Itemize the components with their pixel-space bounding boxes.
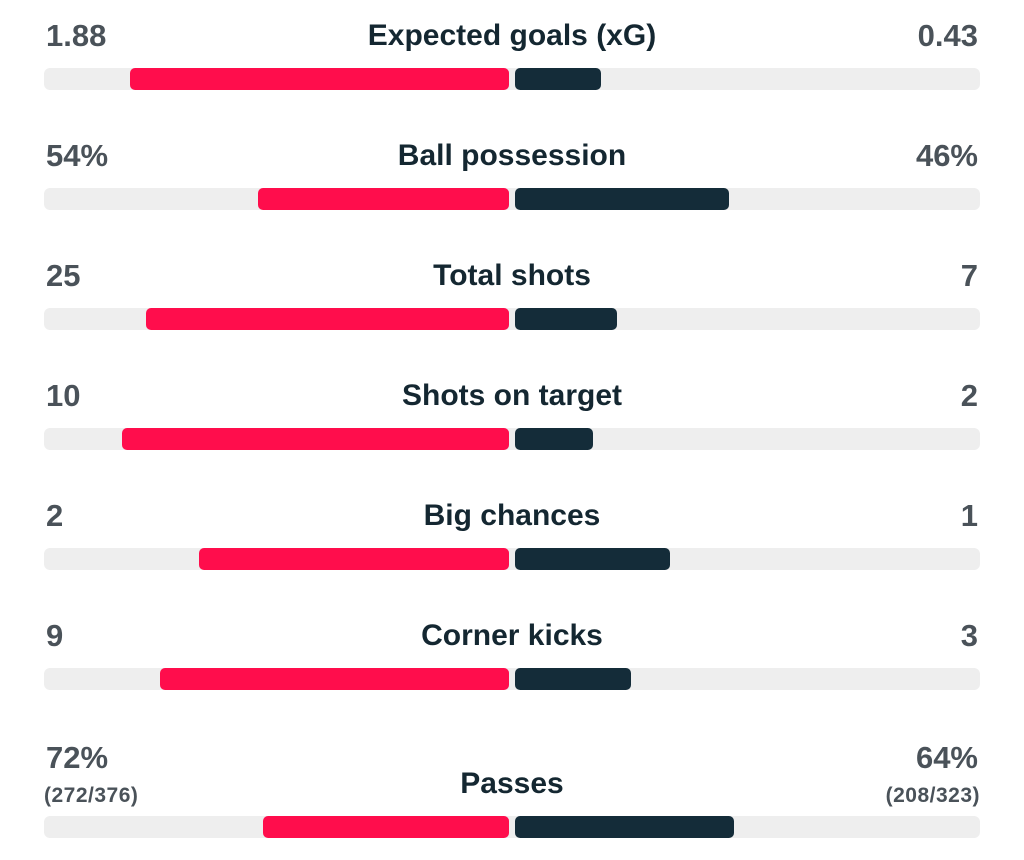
- home-bar: [130, 68, 509, 90]
- stat-bar-track: [44, 816, 980, 838]
- away-value: 64%: [915, 740, 978, 775]
- stat-label: Corner kicks: [421, 619, 603, 652]
- stat-bar-track: [44, 68, 980, 90]
- away-value: 0.43: [917, 18, 978, 53]
- home-bar: [160, 668, 509, 690]
- home-value: 72%: [46, 740, 109, 775]
- home-detail: (272/376): [44, 784, 139, 807]
- stat-label: Total shots: [433, 259, 591, 292]
- away-value: 1: [960, 498, 978, 533]
- stat-label: Big chances: [423, 499, 601, 532]
- stat-bar-track: [44, 548, 980, 570]
- away-value: 46%: [915, 138, 978, 173]
- stat-label: Expected goals (xG): [367, 19, 657, 52]
- stat-label: Ball possession: [397, 139, 627, 172]
- away-detail: (208/323): [885, 784, 980, 807]
- away-bar: [515, 816, 734, 838]
- stat-bar-track: [44, 428, 980, 450]
- away-bar: [515, 668, 632, 690]
- away-value: 2: [960, 378, 978, 413]
- away-value: 3: [960, 618, 978, 653]
- stat-label: Shots on target: [401, 379, 622, 412]
- home-bar: [198, 548, 509, 570]
- home-bar: [121, 428, 509, 450]
- home-value: 54%: [46, 138, 109, 173]
- stat-bar-track: [44, 188, 980, 210]
- away-bar: [515, 68, 602, 90]
- home-value: 2: [46, 498, 64, 533]
- home-bar: [257, 188, 509, 210]
- home-value: 9: [46, 618, 64, 653]
- home-bar: [262, 816, 509, 838]
- home-value: 1.88: [46, 18, 107, 53]
- stat-label: Passes: [460, 767, 564, 800]
- home-value: 10: [46, 378, 81, 413]
- away-bar: [515, 188, 729, 210]
- home-value: 25: [46, 258, 81, 293]
- away-bar: [515, 308, 617, 330]
- home-bar: [145, 308, 509, 330]
- away-bar: [515, 548, 670, 570]
- away-bar: [515, 428, 593, 450]
- stat-bar-track: [44, 668, 980, 690]
- away-value: 7: [960, 258, 978, 293]
- stat-bar-track: [44, 308, 980, 330]
